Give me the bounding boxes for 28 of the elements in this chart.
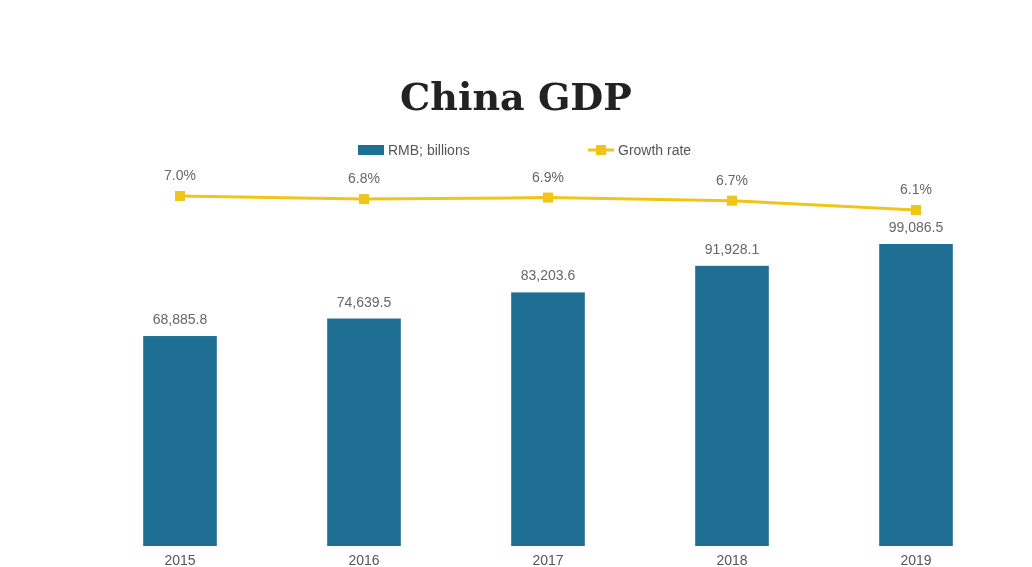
point: [359, 194, 369, 205]
data-label: 91,928.1: [704, 240, 760, 257]
data-label: 7.0%: [164, 167, 196, 183]
data-label: 6.9%: [532, 168, 564, 185]
bar: [143, 336, 217, 546]
point: [911, 205, 921, 215]
data-label: 99,086.5: [888, 219, 944, 235]
point: [727, 195, 737, 206]
data-label: 6.7%: [716, 171, 748, 188]
x-tick-label: 2015: [164, 552, 196, 567]
x-tick-label: 2017: [532, 552, 564, 567]
legend-label: RMB; billions: [388, 142, 470, 158]
legend-label: Growth rate: [618, 142, 692, 158]
data-label: 6.8%: [348, 170, 380, 187]
point: [175, 191, 185, 201]
bar: [879, 244, 953, 546]
bar: [511, 292, 585, 546]
x-tick-label: 2016: [348, 552, 380, 567]
data-label: 6.1%: [900, 181, 932, 197]
bar: [695, 265, 769, 546]
bar: [327, 318, 401, 546]
x-tick-label: 2019: [900, 552, 932, 567]
data-label: 83,203.6: [520, 267, 576, 284]
point: [543, 192, 553, 203]
x-tick-label: 2018: [716, 552, 748, 567]
chart-title: China GDP: [400, 74, 632, 119]
data-label: 74,639.5: [336, 293, 392, 310]
data-label: 68,885.8: [152, 311, 208, 328]
